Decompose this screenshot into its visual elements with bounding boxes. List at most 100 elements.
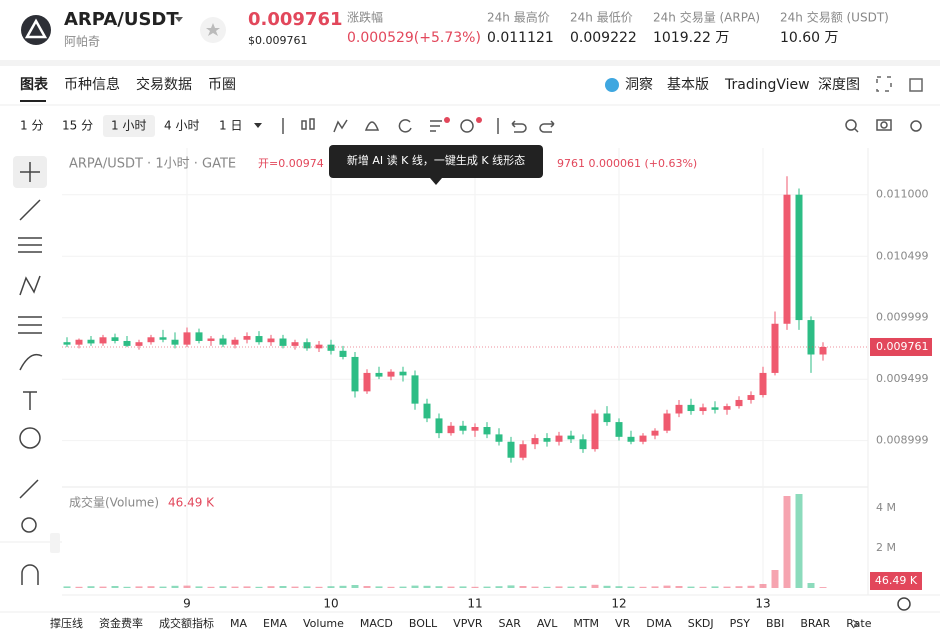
candle-body <box>639 435 647 442</box>
interval-dropdown[interactable] <box>254 123 262 128</box>
interval[interactable]: 1 小时 <box>111 119 146 133</box>
coin-logo <box>24 18 48 39</box>
volume-legend-value: 46.49 K <box>168 496 215 510</box>
candle-body <box>567 435 575 440</box>
indicator-tab[interactable]: BRAR <box>800 617 830 630</box>
drawing-tools[interactable] <box>18 162 43 585</box>
settings[interactable] <box>897 597 911 611</box>
tab[interactable]: 交易数据 <box>136 76 192 93</box>
view-tab[interactable]: 洞察 <box>625 76 653 93</box>
indicator-tab[interactable]: EMA <box>263 617 287 630</box>
candle-body <box>483 427 491 435</box>
candle-body <box>339 350 347 357</box>
indicator-tab[interactable]: PSY <box>730 617 751 630</box>
volume-bar <box>687 586 695 588</box>
volume-bar <box>771 570 779 588</box>
view-tab[interactable]: 基本版 <box>667 76 709 93</box>
stat-label: 24h 最低价 <box>570 11 633 25</box>
indicator-tab[interactable]: 资金费率 <box>99 616 143 630</box>
volume-bar <box>363 586 371 588</box>
tab[interactable]: 图表 <box>20 76 49 93</box>
candle-body <box>303 342 311 349</box>
fullscreen[interactable] <box>876 76 892 92</box>
symbol[interactable]: ARPA/USDT <box>64 9 179 30</box>
candle-body <box>123 340 131 346</box>
stat-label: 涨跌幅 <box>347 10 383 25</box>
stat-value: 1019.22 万 <box>653 30 729 46</box>
candle-body <box>327 344 335 351</box>
candle-body <box>543 438 551 442</box>
view-tab[interactable]: 深度图 <box>818 77 860 93</box>
collapse[interactable] <box>50 533 60 553</box>
indicator-tab[interactable]: VPVR <box>453 617 483 630</box>
tooltip-text: 新增 AI 读 K 线，一键生成 K 线形态 <box>347 153 525 167</box>
indicator-tab[interactable]: Volume <box>303 617 344 630</box>
more[interactable] <box>852 619 859 629</box>
tab[interactable]: 币圈 <box>208 77 236 93</box>
volume-bar <box>483 586 491 588</box>
indicator-tab[interactable]: BOLL <box>409 617 438 630</box>
candle-body <box>687 404 695 412</box>
volume-bar <box>231 586 239 588</box>
view-tab[interactable]: TradingView <box>724 77 810 93</box>
volume-bar <box>699 586 707 588</box>
interval[interactable]: 1 日 <box>219 119 242 133</box>
candle-body <box>135 342 143 346</box>
tab[interactable]: 币种信息 <box>64 76 120 93</box>
volume-bar <box>627 586 635 588</box>
volume-bar <box>543 586 551 588</box>
candle-body <box>783 194 791 324</box>
dropdown[interactable] <box>175 17 183 22</box>
candle-body <box>807 320 815 355</box>
candle-body <box>279 338 287 346</box>
indicator-tab[interactable]: Rate <box>846 617 871 630</box>
badge <box>444 117 450 123</box>
volume-bar <box>351 585 359 588</box>
volume-bar <box>399 586 407 588</box>
indicator-tab[interactable]: 成交额指标 <box>159 616 214 630</box>
indicator-tab[interactable]: SKDJ <box>688 617 714 630</box>
indicator-tab[interactable]: AVL <box>537 617 558 630</box>
volume-bar <box>183 585 191 588</box>
indicator-tab[interactable]: VR <box>615 617 631 630</box>
volume-bar <box>411 585 419 588</box>
indicator-tab[interactable]: 撑压线 <box>50 616 83 630</box>
indicator-tab[interactable]: DMA <box>646 617 672 630</box>
x-tick-label: 11 <box>467 597 482 611</box>
star <box>206 23 220 36</box>
toolbar-icons <box>282 118 922 134</box>
volume-bar <box>531 586 539 588</box>
legend-change: 9761 0.000061 (+0.63%) <box>557 157 697 170</box>
interval[interactable]: 15 分 <box>62 119 93 133</box>
candle-body <box>699 407 707 412</box>
candle-body <box>531 438 539 445</box>
indicator-tab[interactable]: MACD <box>360 617 393 630</box>
volume-bar <box>651 586 659 588</box>
indicator-tab[interactable]: SAR <box>499 617 522 630</box>
window[interactable] <box>909 78 923 92</box>
candle-body <box>207 338 215 341</box>
interval[interactable]: 4 小时 <box>164 119 199 133</box>
volume-legend: 成交量(Volume) <box>69 495 159 510</box>
indicator-tab[interactable]: BBI <box>766 617 784 630</box>
coin-name: 阿帕奇 <box>64 34 100 49</box>
interval[interactable]: 1 分 <box>20 119 43 133</box>
stat-label: 24h 交易额 (USDT) <box>780 10 889 25</box>
price: 0.009761 <box>248 9 343 30</box>
volume-bar <box>111 586 119 588</box>
volume-tag <box>870 572 922 590</box>
volume-bar <box>747 585 755 588</box>
candle-body <box>627 436 635 442</box>
indicator-tab[interactable]: MA <box>230 617 247 630</box>
volume-bar <box>555 586 563 588</box>
volume-bar <box>339 585 347 588</box>
indicator-tab[interactable]: MTM <box>573 617 599 630</box>
candle-body <box>159 337 167 340</box>
volume-bar <box>447 586 455 588</box>
candle-body <box>711 407 719 410</box>
volume-bar <box>375 586 383 588</box>
candle-body <box>171 339 179 345</box>
candle-body <box>363 372 371 392</box>
volume-bar <box>783 496 791 588</box>
candle-body <box>723 406 731 410</box>
